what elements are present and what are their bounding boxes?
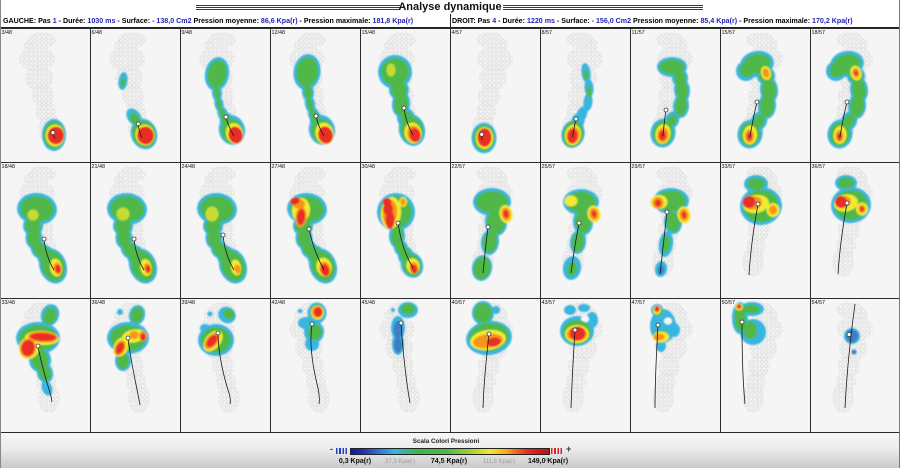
svg-text:47/57: 47/57 (632, 300, 646, 306)
svg-text:24/48: 24/48 (182, 164, 196, 170)
svg-text:22/57: 22/57 (452, 164, 466, 170)
svg-text:11/57: 11/57 (632, 30, 645, 36)
svg-text:33/57: 33/57 (722, 164, 736, 170)
svg-text:8/57: 8/57 (542, 30, 553, 36)
svg-text:54/57: 54/57 (812, 300, 826, 306)
svg-text:29/57: 29/57 (632, 164, 646, 170)
svg-text:25/57: 25/57 (542, 164, 556, 170)
svg-text:39/48: 39/48 (182, 300, 196, 306)
svg-text:27/48: 27/48 (272, 164, 286, 170)
svg-text:18/48: 18/48 (2, 164, 16, 170)
svg-text:30/48: 30/48 (362, 164, 376, 170)
svg-text:3/48: 3/48 (2, 30, 13, 36)
svg-text:15/48: 15/48 (362, 30, 376, 36)
svg-text:12/48: 12/48 (272, 30, 286, 36)
svg-text:6/48: 6/48 (92, 30, 103, 36)
svg-text:43/57: 43/57 (542, 300, 556, 306)
svg-text:18/57: 18/57 (812, 30, 826, 36)
svg-text:15/57: 15/57 (722, 30, 736, 36)
svg-text:36/57: 36/57 (812, 164, 826, 170)
svg-text:40/57: 40/57 (452, 300, 466, 306)
svg-text:4/57: 4/57 (452, 30, 463, 36)
svg-text:50/57: 50/57 (722, 300, 736, 306)
svg-text:45/48: 45/48 (362, 300, 376, 306)
svg-text:36/48: 36/48 (92, 300, 106, 306)
svg-text:33/48: 33/48 (2, 300, 16, 306)
svg-text:42/48: 42/48 (272, 300, 286, 306)
svg-text:21/48: 21/48 (92, 164, 106, 170)
svg-text:9/48: 9/48 (182, 30, 193, 36)
